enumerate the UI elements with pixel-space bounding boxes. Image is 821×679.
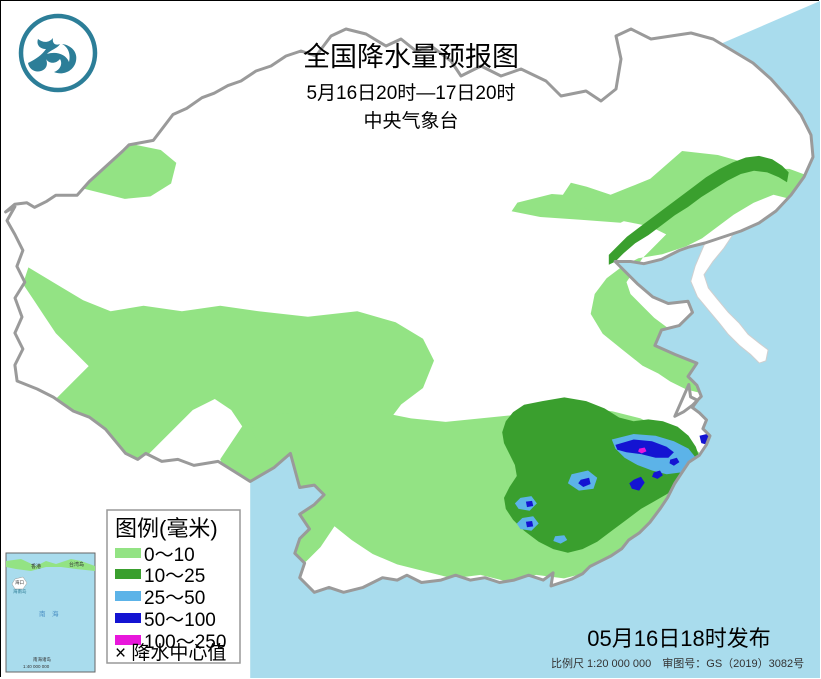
svg-text:1:40 000 000: 1:40 000 000 — [23, 664, 50, 669]
svg-text:× 降水中心值: × 降水中心值 — [115, 642, 226, 664]
svg-text:海口: 海口 — [15, 579, 24, 586]
svg-text:10～25: 10～25 — [144, 566, 205, 587]
svg-text:比例尺 1:20 000 000 审图号：GS（2019）3: 比例尺 1:20 000 000 审图号：GS（2019）3082号 — [551, 656, 804, 670]
svg-text:25～50: 25～50 — [144, 588, 205, 609]
svg-text:50～100: 50～100 — [144, 610, 216, 631]
svg-text:05月16日18时发布: 05月16日18时发布 — [587, 626, 770, 651]
svg-text:南海诸岛: 南海诸岛 — [33, 656, 51, 663]
svg-text:0～10: 0～10 — [144, 545, 195, 566]
svg-text:全国降水量预报图: 全国降水量预报图 — [303, 42, 519, 72]
svg-text:5月16日20时—17日20时: 5月16日20时—17日20时 — [306, 82, 515, 104]
svg-text:台湾岛: 台湾岛 — [69, 561, 84, 568]
svg-text:中央气象台: 中央气象台 — [363, 110, 458, 132]
svg-text:图例(毫米): 图例(毫米) — [115, 516, 218, 541]
svg-text:香港: 香港 — [31, 563, 41, 570]
svg-text:南 海: 南 海 — [39, 609, 59, 618]
svg-text:海南岛: 海南岛 — [13, 588, 27, 595]
